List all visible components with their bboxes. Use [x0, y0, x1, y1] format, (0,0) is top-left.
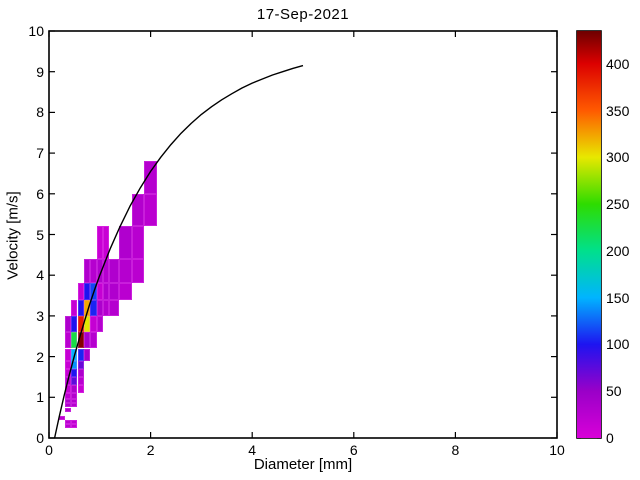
heatmap-cell — [144, 161, 157, 194]
heatmap-cell — [131, 258, 145, 284]
colorbar — [577, 31, 601, 438]
heatmap-cell — [102, 283, 110, 300]
y-tick-label: 5 — [36, 226, 44, 243]
heatmap-cells-layer — [49, 31, 557, 438]
y-tick-label: 9 — [36, 63, 44, 80]
y-tick-label: 7 — [36, 145, 44, 162]
heatmap-cell — [109, 258, 119, 284]
x-tick-label: 2 — [146, 442, 155, 458]
colorbar-tick-label: 300 — [606, 149, 630, 166]
heatmap-cell — [131, 226, 145, 259]
heatmap-cell — [77, 368, 84, 377]
x-tick-label: 0 — [45, 442, 53, 458]
y-tick-label: 6 — [36, 185, 44, 202]
heatmap-cell — [102, 258, 110, 284]
heatmap-cell — [96, 315, 103, 333]
heatmap-cell — [77, 385, 84, 394]
heatmap-cell — [71, 419, 78, 424]
heatmap-cell — [109, 283, 119, 300]
heatmap-cell — [71, 393, 78, 400]
x-tick-label: 6 — [349, 442, 358, 458]
x-tick-label: 8 — [451, 442, 460, 458]
colorbar-tick-label: 0 — [606, 430, 614, 446]
heatmap-cell — [83, 348, 91, 361]
x-tick-label: 10 — [549, 442, 565, 458]
colorbar-gradient — [577, 31, 601, 438]
x-axis-label: Diameter [mm] — [253, 456, 353, 473]
heatmap-cell — [64, 407, 72, 412]
heatmap-cell — [71, 399, 78, 404]
y-tick-label: 4 — [36, 267, 44, 284]
x-tick-label: 4 — [248, 442, 257, 458]
heatmap-cell — [71, 423, 78, 428]
heatmap-cell — [77, 376, 84, 385]
heatmap-cell — [109, 299, 119, 316]
y-tick-label: 2 — [36, 348, 44, 365]
heatmap-cell — [118, 283, 132, 300]
heatmap-cell — [102, 299, 110, 316]
heatmap-cell — [131, 193, 145, 227]
colorbar-tick-label: 200 — [606, 242, 630, 259]
plot-area — [49, 31, 557, 438]
heatmap-cell — [71, 403, 78, 408]
y-tick-label: 0 — [36, 430, 44, 446]
y-axis-label: Velocity [m/s] — [4, 191, 22, 280]
colorbar-tick-label: 150 — [606, 289, 630, 306]
y-tick-label: 3 — [36, 307, 44, 324]
heatmap-cell — [102, 226, 110, 259]
heatmap-cell — [118, 226, 132, 259]
y-tick-label: 10 — [28, 23, 44, 39]
colorbar-tick-label: 400 — [606, 55, 630, 72]
heatmap-cell — [118, 258, 132, 284]
heatmap-cell — [77, 360, 84, 369]
colorbar-tick-label: 50 — [606, 383, 622, 400]
y-tick-label: 1 — [36, 389, 44, 406]
heatmap-cell — [144, 193, 157, 227]
colorbar-tick-label: 100 — [606, 336, 630, 353]
heatmap-cell — [90, 332, 97, 349]
colorbar-tick-label: 350 — [606, 102, 630, 119]
y-tick-label: 8 — [36, 104, 44, 121]
colorbar-tick-label: 250 — [606, 196, 630, 213]
chart-title: 17-Sep-2021 — [256, 6, 350, 23]
